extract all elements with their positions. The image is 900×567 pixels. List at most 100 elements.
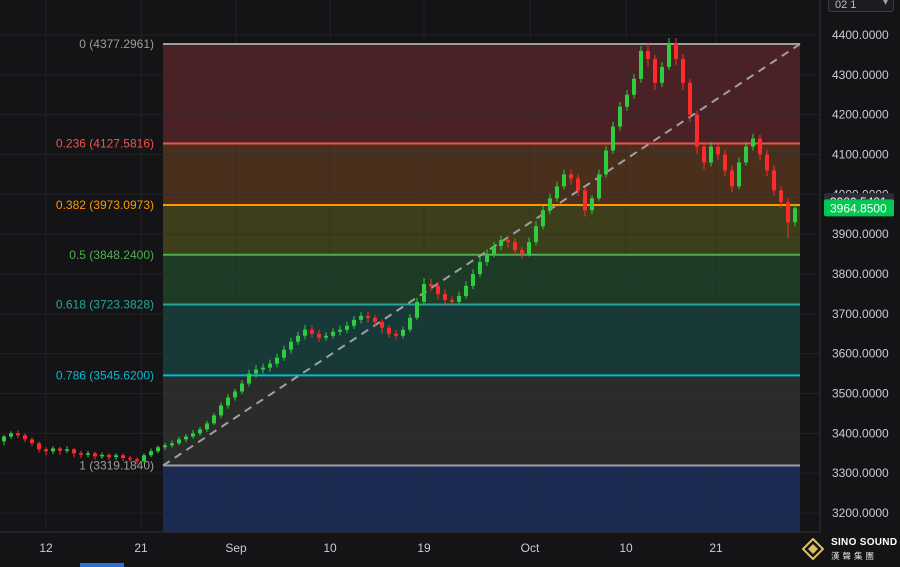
candle-body [30,439,34,444]
candle-body [9,433,13,437]
candle-body [226,397,230,406]
candle-body [723,154,727,171]
fib-level-label: 0.5 (3848.2400) [69,248,154,262]
candle-body [366,315,370,318]
candle-body [520,250,524,255]
candle-body [240,383,244,392]
candle-body [233,391,237,398]
interval-dropdown[interactable]: 02 1 ▾ [828,0,894,12]
candle-body [667,42,671,67]
candle-body [331,331,335,336]
candle-body [51,448,55,452]
candle-body [639,50,643,79]
x-tick-label: 21 [709,541,723,555]
y-tick-label: 3500.0000 [832,387,889,401]
candle-body [562,174,566,187]
x-tick-label: 21 [134,541,148,555]
candle-body [471,274,475,286]
candle-body [730,170,734,187]
candle-body [163,445,167,448]
candle-body [709,146,713,163]
candle-body [513,242,517,251]
candle-body [779,190,783,203]
candle-body [121,455,125,459]
candle-body [611,126,615,151]
candle-body [422,283,426,302]
candle-body [100,454,104,457]
candle-body [786,202,790,223]
candle-body [79,453,83,455]
candle-body [2,436,6,442]
candle-body [576,178,580,191]
bottom-tab-indicator[interactable] [80,563,124,567]
candle-body [590,198,594,211]
fib-band [163,375,800,466]
x-tick-label: 19 [417,541,431,555]
y-tick-label: 3700.0000 [832,307,889,321]
candle-body [646,50,650,59]
candle-body [716,146,720,155]
candle-body [324,335,328,338]
candle-body [660,66,664,83]
fib-level-label: 0.786 (3545.6200) [56,368,154,382]
candle-body [534,226,538,243]
candle-body [618,106,622,127]
candle-body [548,198,552,211]
candle-body [352,319,356,326]
candle-body [254,369,258,374]
candle-body [583,190,587,211]
fib-level-label: 0 (4377.2961) [79,37,154,51]
y-tick-label: 4200.0000 [832,108,889,122]
candle-body [296,335,300,342]
candle-body [506,240,510,243]
y-tick-label: 4100.0000 [832,148,889,162]
y-tick-label: 3600.0000 [832,347,889,361]
x-tick-label: 12 [39,541,53,555]
candle-body [93,453,97,457]
candle-body [380,321,384,328]
candle-body [772,170,776,191]
price-label-bg [824,199,894,217]
candle-body [37,443,41,450]
fib-level-label: 0.382 (3973.0973) [56,198,154,212]
candle-body [569,174,573,179]
candle-body [695,114,699,147]
x-tick-label: 10 [323,541,337,555]
candle-body [86,453,90,455]
candle-body [219,405,223,416]
candle-body [16,433,20,436]
candlestick-series [2,38,797,465]
candle-body [268,363,272,368]
brand-name: SINO SOUND [831,537,898,548]
candle-body [184,436,188,440]
candle-body [702,146,706,163]
interval-value: 02 1 [835,0,857,11]
candle-body [758,138,762,155]
candle-body [65,449,69,451]
candle-body [765,154,769,171]
candle-body [247,373,251,384]
candle-body [58,448,62,451]
candle-body [303,329,307,336]
price-label: 3964.8500 [824,199,894,217]
candle-body [751,138,755,147]
candle-body [142,455,146,462]
fib-band [163,465,800,532]
candle-body [604,150,608,175]
candle-body [107,454,111,458]
y-tick-label: 3800.0000 [832,267,889,281]
candle-body [156,447,160,452]
fib-level-label: 1 (3319.1840) [79,459,154,473]
candle-body [457,295,461,302]
candle-body [317,333,321,338]
candle-body [527,242,531,255]
candle-body [373,317,377,322]
candle-body [744,146,748,163]
x-tick-label: 10 [619,541,633,555]
candle-body [261,367,265,370]
candle-body [492,246,496,255]
fibonacci-labels: 0 (4377.2961) 0.236 (4127.5816) 0.382 (397… [56,37,154,472]
candle-body [170,443,174,446]
y-tick-label: 4400.0000 [832,28,889,42]
